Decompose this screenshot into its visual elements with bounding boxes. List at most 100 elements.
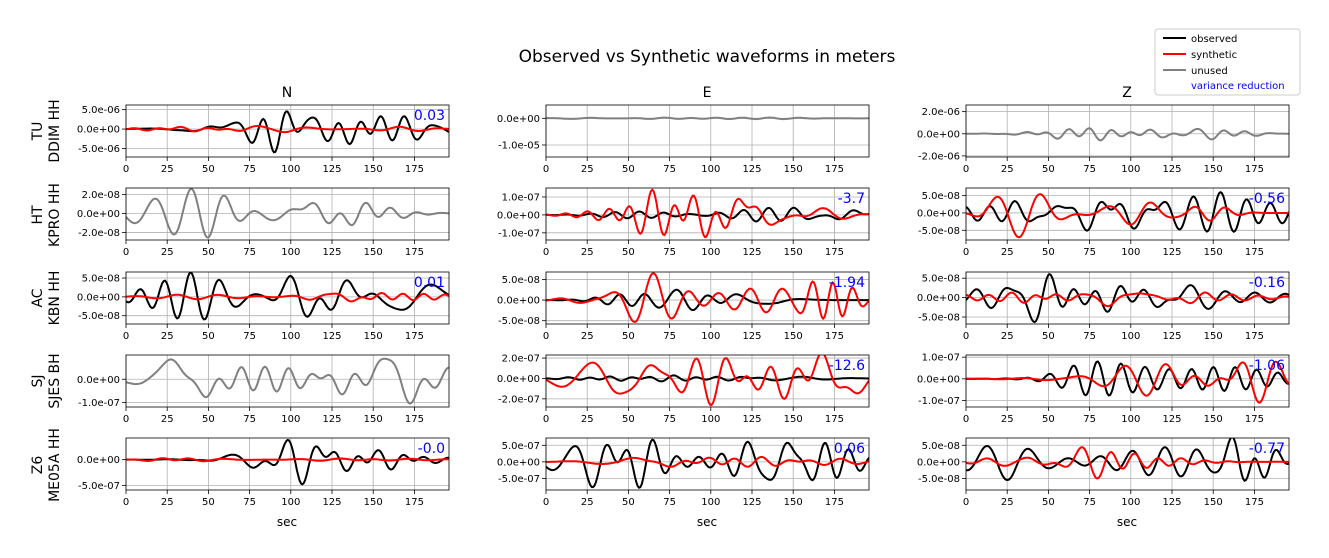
observed-trace <box>546 374 869 383</box>
x-tick-label: 25 <box>581 247 594 258</box>
row-station-me05a: ME05A HH <box>47 428 63 502</box>
panel-traces <box>966 127 1289 142</box>
x-tick-label: 100 <box>281 164 300 175</box>
synthetic-trace <box>546 355 869 407</box>
x-tick-label: 0 <box>543 414 549 425</box>
y-tick-label: 0.0e+00 <box>917 129 960 140</box>
x-tick-label: 125 <box>322 164 341 175</box>
x-tick-label: 100 <box>281 331 300 342</box>
y-tick-label: 5.0e-08 <box>922 191 960 202</box>
panel-traces <box>126 188 449 239</box>
x-tick-label: 100 <box>1121 331 1140 342</box>
variance-reduction-value: -0.77 <box>1249 441 1285 457</box>
y-tick-label: -5.0e-08 <box>918 226 960 237</box>
x-tick-label: 0 <box>123 331 129 342</box>
panel-traces <box>126 438 449 486</box>
x-tick-label: 50 <box>622 497 635 508</box>
legend-unused-label: unused <box>1191 66 1228 77</box>
y-tick-label: 1.0e-07 <box>502 192 540 203</box>
observed-trace <box>126 438 449 486</box>
column-title-z: Z <box>1122 85 1132 101</box>
y-tick-label: -1.0e-05 <box>498 141 540 152</box>
panel-p31: 0 25 50 75 100 125 150 175 -2.0e-07 0.0e+00 2.0e-0… <box>497 354 870 425</box>
waveform-panels: 0 25 50 75 100 125 150 175 -5.0e-06 0.0e+00 5.0e-0… <box>77 104 1290 508</box>
panel-p12: 0 25 50 75 100 125 150 175 -5.0e-08 0.0e+00 5.0e-0… <box>917 187 1290 258</box>
x-tick-label: 125 <box>742 414 761 425</box>
x-axis-label-n: sec <box>277 515 297 529</box>
x-tick-label: 175 <box>1245 247 1264 258</box>
synthetic-trace <box>546 455 869 468</box>
x-tick-label: 25 <box>161 164 174 175</box>
x-tick-label: 125 <box>742 331 761 342</box>
y-tick-label: 0.0e+00 <box>77 125 120 136</box>
y-tick-label: 0.0e+00 <box>917 457 960 468</box>
x-tick-label: 0 <box>963 414 969 425</box>
synthetic-trace <box>126 291 449 303</box>
y-tick-label: 5.0e-08 <box>82 274 120 285</box>
x-tick-label: 75 <box>663 331 676 342</box>
x-tick-label: 150 <box>784 164 803 175</box>
y-tick-label: 0.0e+00 <box>497 210 540 221</box>
observed-trace <box>126 272 449 321</box>
synthetic-trace <box>546 272 869 324</box>
x-tick-label: 175 <box>405 164 424 175</box>
unused-trace <box>546 116 869 121</box>
row-labels: TU DDIM HH HT KPRO HH AC KBN HH SJ SJES … <box>30 99 63 502</box>
x-tick-label: 25 <box>1001 164 1014 175</box>
x-tick-label: 25 <box>1001 414 1014 425</box>
legend-observed-label: observed <box>1191 34 1237 45</box>
legend-synthetic-label: synthetic <box>1191 50 1237 61</box>
row-network-ht: HT <box>30 205 46 225</box>
x-tick-label: 0 <box>543 247 549 258</box>
y-tick-label: 2.0e-07 <box>502 354 540 365</box>
observed-trace <box>966 272 1289 324</box>
observed-trace <box>546 288 869 312</box>
x-tick-label: 25 <box>1001 331 1014 342</box>
synthetic-trace <box>966 193 1289 239</box>
panel-traces <box>546 116 869 121</box>
x-tick-label: 100 <box>281 247 300 258</box>
x-tick-label: 25 <box>1001 247 1014 258</box>
x-tick-label: 50 <box>202 331 215 342</box>
x-tick-label: 0 <box>963 331 969 342</box>
panel-frame <box>125 187 450 241</box>
panel-p02: 0 25 50 75 100 125 150 175 -2.0e-06 0.0e+00 2.0e-0… <box>917 104 1290 175</box>
y-tick-label: -2.0e-07 <box>498 394 540 405</box>
panel-p20: 0 25 50 75 100 125 150 175 -5.0e-08 0.0e+00 5.0e-0… <box>77 271 450 342</box>
column-title-n: N <box>282 85 292 101</box>
y-tick-label: -5.0e-08 <box>498 316 540 327</box>
x-tick-label: 150 <box>1204 331 1223 342</box>
x-tick-label: 125 <box>322 247 341 258</box>
row-station-sjes: SJES BH <box>47 353 63 408</box>
x-tick-label: 0 <box>123 414 129 425</box>
y-tick-label: 0.0e+00 <box>917 374 960 385</box>
panel-p10: 0 25 50 75 100 125 150 175 -2.0e-08 0.0e+00 2.0e-0… <box>77 187 450 258</box>
x-tick-label: 75 <box>663 164 676 175</box>
x-tick-label: 50 <box>202 247 215 258</box>
variance-reduction-value: 0.03 <box>414 108 445 124</box>
y-tick-label: 0.0e+00 <box>497 114 540 125</box>
variance-reduction-value: 0.01 <box>414 275 445 291</box>
synthetic-trace <box>126 457 449 463</box>
x-tick-label: 0 <box>963 497 969 508</box>
panel-traces <box>126 272 449 321</box>
variance-reduction-value: -1.06 <box>1249 358 1285 374</box>
x-tick-label: 50 <box>622 164 635 175</box>
x-tick-label: 175 <box>405 497 424 508</box>
y-tick-label: -1.0e-07 <box>78 398 120 409</box>
row-station-kpro: KPRO HH <box>47 183 63 247</box>
x-tick-label: 25 <box>161 414 174 425</box>
observed-trace <box>966 438 1289 482</box>
panel-frame <box>545 437 870 491</box>
x-tick-label: 50 <box>622 247 635 258</box>
y-tick-label: 0.0e+00 <box>77 209 120 220</box>
y-tick-label: -1.0e-07 <box>498 228 540 239</box>
synthetic-trace <box>126 125 449 134</box>
synthetic-trace <box>966 446 1289 480</box>
variance-reduction-value: -12.6 <box>829 358 865 374</box>
row-station-kbn: KBN HH <box>47 271 63 326</box>
x-tick-label: 175 <box>825 331 844 342</box>
panel-traces <box>546 355 869 407</box>
x-tick-label: 125 <box>1162 164 1181 175</box>
